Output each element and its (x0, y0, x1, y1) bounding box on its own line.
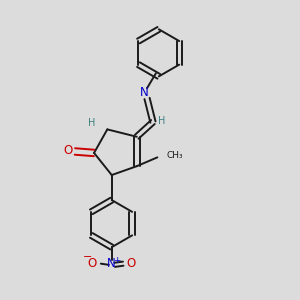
Text: +: + (113, 256, 121, 265)
Text: −: − (83, 252, 92, 262)
Text: O: O (87, 256, 97, 270)
Text: N: N (107, 257, 116, 270)
Text: CH₃: CH₃ (167, 152, 183, 160)
Text: O: O (127, 256, 136, 270)
Text: H: H (88, 118, 96, 128)
Text: N: N (140, 86, 149, 99)
Text: H: H (158, 116, 166, 126)
Text: O: O (64, 144, 73, 158)
